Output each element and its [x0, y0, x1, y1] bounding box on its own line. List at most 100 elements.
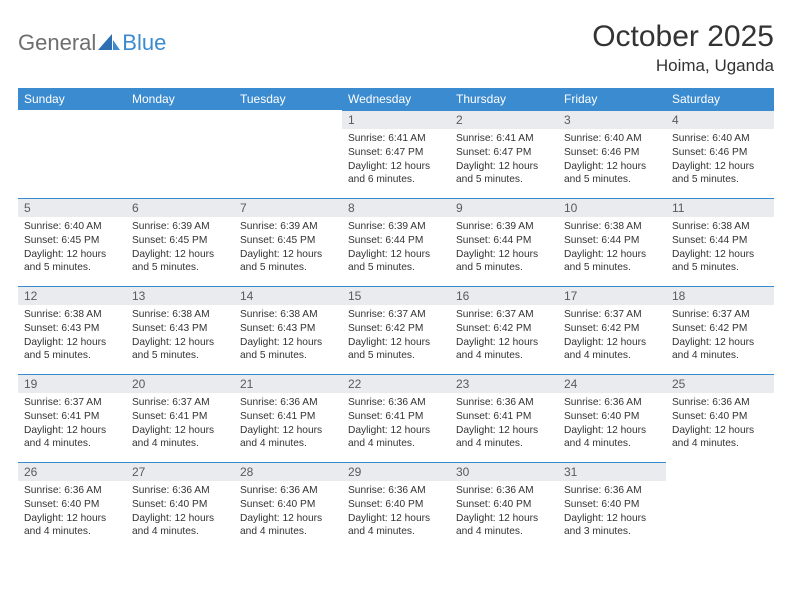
- day-sunset: Sunset: 6:42 PM: [672, 322, 768, 336]
- day-number: 11: [666, 198, 774, 217]
- day-daylight1: Daylight: 12 hours: [456, 160, 552, 174]
- calendar-cell: 18Sunrise: 6:37 AMSunset: 6:42 PMDayligh…: [666, 286, 774, 374]
- day-body: Sunrise: 6:37 AMSunset: 6:42 PMDaylight:…: [666, 305, 774, 369]
- day-sunset: Sunset: 6:41 PM: [24, 410, 120, 424]
- day-daylight2: and 5 minutes.: [240, 349, 336, 363]
- day-daylight2: and 5 minutes.: [456, 261, 552, 275]
- month-title: October 2025: [592, 20, 774, 54]
- day-number: 5: [18, 198, 126, 217]
- day-daylight1: Daylight: 12 hours: [240, 248, 336, 262]
- day-body: Sunrise: 6:39 AMSunset: 6:44 PMDaylight:…: [450, 217, 558, 281]
- day-daylight2: and 5 minutes.: [564, 173, 660, 187]
- day-sunset: Sunset: 6:46 PM: [564, 146, 660, 160]
- dow-monday: Monday: [126, 88, 234, 110]
- day-daylight2: and 5 minutes.: [24, 261, 120, 275]
- day-sunrise: Sunrise: 6:36 AM: [672, 396, 768, 410]
- calendar-week: 1Sunrise: 6:41 AMSunset: 6:47 PMDaylight…: [18, 110, 774, 198]
- day-number: 29: [342, 462, 450, 481]
- calendar-cell: 11Sunrise: 6:38 AMSunset: 6:44 PMDayligh…: [666, 198, 774, 286]
- day-sunset: Sunset: 6:40 PM: [240, 498, 336, 512]
- calendar-cell: 7Sunrise: 6:39 AMSunset: 6:45 PMDaylight…: [234, 198, 342, 286]
- day-sunrise: Sunrise: 6:36 AM: [456, 396, 552, 410]
- day-sunset: Sunset: 6:44 PM: [672, 234, 768, 248]
- day-daylight2: and 4 minutes.: [132, 525, 228, 539]
- day-body: Sunrise: 6:38 AMSunset: 6:44 PMDaylight:…: [666, 217, 774, 281]
- day-daylight2: and 4 minutes.: [456, 437, 552, 451]
- day-daylight1: Daylight: 12 hours: [132, 512, 228, 526]
- calendar-cell: 6Sunrise: 6:39 AMSunset: 6:45 PMDaylight…: [126, 198, 234, 286]
- day-sunrise: Sunrise: 6:40 AM: [24, 220, 120, 234]
- dow-thursday: Thursday: [450, 88, 558, 110]
- calendar-week: 5Sunrise: 6:40 AMSunset: 6:45 PMDaylight…: [18, 198, 774, 286]
- day-sunset: Sunset: 6:44 PM: [456, 234, 552, 248]
- calendar-cell: [234, 110, 342, 198]
- day-daylight1: Daylight: 12 hours: [348, 248, 444, 262]
- calendar-cell: 13Sunrise: 6:38 AMSunset: 6:43 PMDayligh…: [126, 286, 234, 374]
- calendar-cell: 25Sunrise: 6:36 AMSunset: 6:40 PMDayligh…: [666, 374, 774, 462]
- day-sunrise: Sunrise: 6:38 AM: [564, 220, 660, 234]
- day-sunrise: Sunrise: 6:41 AM: [348, 132, 444, 146]
- day-daylight1: Daylight: 12 hours: [24, 424, 120, 438]
- day-daylight1: Daylight: 12 hours: [24, 512, 120, 526]
- day-daylight2: and 5 minutes.: [564, 261, 660, 275]
- day-body: Sunrise: 6:37 AMSunset: 6:41 PMDaylight:…: [126, 393, 234, 457]
- calendar-cell: 2Sunrise: 6:41 AMSunset: 6:47 PMDaylight…: [450, 110, 558, 198]
- day-number: 31: [558, 462, 666, 481]
- day-sunset: Sunset: 6:47 PM: [348, 146, 444, 160]
- calendar-cell: [18, 110, 126, 198]
- day-body: Sunrise: 6:36 AMSunset: 6:40 PMDaylight:…: [558, 481, 666, 545]
- day-daylight1: Daylight: 12 hours: [24, 248, 120, 262]
- day-body: Sunrise: 6:36 AMSunset: 6:40 PMDaylight:…: [450, 481, 558, 545]
- day-daylight2: and 5 minutes.: [672, 173, 768, 187]
- calendar-week: 12Sunrise: 6:38 AMSunset: 6:43 PMDayligh…: [18, 286, 774, 374]
- day-sunrise: Sunrise: 6:36 AM: [348, 396, 444, 410]
- day-sunrise: Sunrise: 6:37 AM: [564, 308, 660, 322]
- day-number: 4: [666, 110, 774, 129]
- day-sunrise: Sunrise: 6:39 AM: [348, 220, 444, 234]
- calendar-cell: 30Sunrise: 6:36 AMSunset: 6:40 PMDayligh…: [450, 462, 558, 550]
- day-daylight2: and 4 minutes.: [348, 525, 444, 539]
- calendar-cell: 8Sunrise: 6:39 AMSunset: 6:44 PMDaylight…: [342, 198, 450, 286]
- day-daylight2: and 5 minutes.: [240, 261, 336, 275]
- day-sunset: Sunset: 6:44 PM: [564, 234, 660, 248]
- day-sunrise: Sunrise: 6:39 AM: [456, 220, 552, 234]
- day-sunrise: Sunrise: 6:36 AM: [24, 484, 120, 498]
- day-body: Sunrise: 6:37 AMSunset: 6:42 PMDaylight:…: [558, 305, 666, 369]
- calendar-cell: 4Sunrise: 6:40 AMSunset: 6:46 PMDaylight…: [666, 110, 774, 198]
- day-sunset: Sunset: 6:40 PM: [456, 498, 552, 512]
- day-daylight1: Daylight: 12 hours: [456, 424, 552, 438]
- day-daylight1: Daylight: 12 hours: [564, 336, 660, 350]
- day-number: 10: [558, 198, 666, 217]
- day-number: 6: [126, 198, 234, 217]
- day-body: Sunrise: 6:36 AMSunset: 6:41 PMDaylight:…: [234, 393, 342, 457]
- day-sunset: Sunset: 6:40 PM: [24, 498, 120, 512]
- calendar-cell: 19Sunrise: 6:37 AMSunset: 6:41 PMDayligh…: [18, 374, 126, 462]
- day-sunset: Sunset: 6:45 PM: [240, 234, 336, 248]
- day-body: Sunrise: 6:36 AMSunset: 6:40 PMDaylight:…: [18, 481, 126, 545]
- logo-text-blue: Blue: [122, 30, 166, 56]
- day-number: 25: [666, 374, 774, 393]
- day-sunset: Sunset: 6:43 PM: [132, 322, 228, 336]
- header: General Blue October 2025 Hoima, Uganda: [18, 20, 774, 76]
- logo: General Blue: [18, 20, 166, 56]
- day-body: Sunrise: 6:38 AMSunset: 6:43 PMDaylight:…: [234, 305, 342, 369]
- day-sunset: Sunset: 6:40 PM: [564, 410, 660, 424]
- day-sunrise: Sunrise: 6:37 AM: [672, 308, 768, 322]
- day-number: 8: [342, 198, 450, 217]
- day-daylight1: Daylight: 12 hours: [240, 424, 336, 438]
- day-daylight1: Daylight: 12 hours: [564, 248, 660, 262]
- day-sunrise: Sunrise: 6:37 AM: [456, 308, 552, 322]
- day-daylight2: and 5 minutes.: [348, 349, 444, 363]
- calendar-cell: 17Sunrise: 6:37 AMSunset: 6:42 PMDayligh…: [558, 286, 666, 374]
- day-daylight2: and 4 minutes.: [240, 525, 336, 539]
- calendar-cell: 29Sunrise: 6:36 AMSunset: 6:40 PMDayligh…: [342, 462, 450, 550]
- day-body: Sunrise: 6:38 AMSunset: 6:43 PMDaylight:…: [126, 305, 234, 369]
- day-sunrise: Sunrise: 6:39 AM: [240, 220, 336, 234]
- day-daylight2: and 5 minutes.: [348, 261, 444, 275]
- day-daylight2: and 5 minutes.: [672, 261, 768, 275]
- day-daylight2: and 4 minutes.: [672, 437, 768, 451]
- day-daylight2: and 4 minutes.: [240, 437, 336, 451]
- day-daylight1: Daylight: 12 hours: [456, 512, 552, 526]
- day-daylight1: Daylight: 12 hours: [348, 424, 444, 438]
- day-daylight2: and 3 minutes.: [564, 525, 660, 539]
